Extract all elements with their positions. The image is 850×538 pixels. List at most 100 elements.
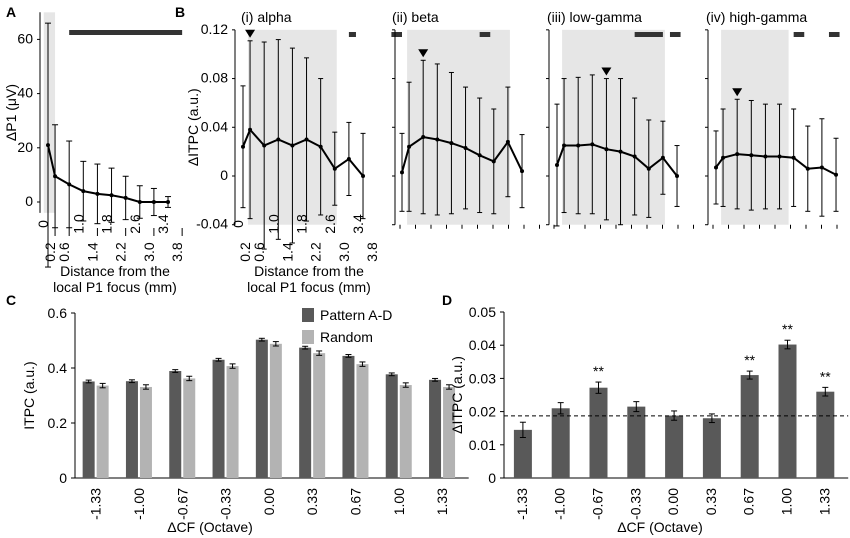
data-point xyxy=(477,153,482,158)
bar xyxy=(665,415,684,478)
bar xyxy=(702,418,721,478)
x-tick-label: -1.00 xyxy=(552,488,568,520)
bar xyxy=(96,385,109,478)
x-tick-label: 1.33 xyxy=(816,488,832,515)
y-tick-label: 0.04 xyxy=(469,337,496,353)
significance-marker: ** xyxy=(820,368,831,384)
x-tick-label: 1.0 xyxy=(70,214,86,234)
bar xyxy=(183,378,196,478)
y-tick-label: 0.2 xyxy=(48,415,68,431)
bar xyxy=(399,385,412,478)
x-tick-label: 3.8 xyxy=(169,242,185,262)
data-point xyxy=(81,189,86,194)
x-axis-label: ΔCF (Octave) xyxy=(617,519,703,535)
legend-swatch xyxy=(302,330,314,344)
shaded-region xyxy=(562,29,665,225)
bar xyxy=(513,429,532,478)
series-line xyxy=(556,143,678,177)
y-tick-label: -0.04 xyxy=(196,216,228,232)
panel-label-c: C xyxy=(6,292,16,308)
x-tick-label: -0.33 xyxy=(218,488,234,520)
x-tick-label: -1.00 xyxy=(131,488,147,520)
x-tick-label: 2.6 xyxy=(127,214,143,234)
y-tick-label: 0.12 xyxy=(201,21,228,37)
x-tick-label: 1.4 xyxy=(279,242,295,262)
x-tick-label: 2.2 xyxy=(113,242,129,262)
significance-bar xyxy=(793,32,805,37)
x-tick-label: 1.8 xyxy=(294,214,310,234)
series-line xyxy=(242,127,364,177)
data-point xyxy=(166,200,171,204)
data-point xyxy=(463,145,468,150)
x-tick-label: -1.33 xyxy=(88,488,104,520)
data-point xyxy=(749,153,754,158)
x-tick-label: 1.33 xyxy=(434,488,450,515)
x-axis-label: local P1 focus (mm) xyxy=(53,279,177,295)
data-point xyxy=(805,166,810,171)
data-point xyxy=(346,156,351,161)
x-tick-label: 1.4 xyxy=(84,242,100,262)
data-point xyxy=(46,143,50,148)
peak-marker xyxy=(245,29,256,38)
data-point xyxy=(791,155,796,160)
y-tick-label: 40 xyxy=(17,85,33,101)
y-tick-label: 20 xyxy=(17,139,33,155)
data-point xyxy=(763,154,768,159)
data-point xyxy=(491,159,496,164)
data-point xyxy=(137,200,142,204)
peak-marker xyxy=(732,88,743,97)
data-point xyxy=(618,149,623,154)
data-point xyxy=(361,174,366,178)
data-point xyxy=(735,152,740,157)
data-point xyxy=(576,143,581,148)
data-point xyxy=(721,155,726,160)
panel-label-d: D xyxy=(442,292,452,308)
bar xyxy=(226,366,239,478)
data-point xyxy=(632,154,637,159)
x-tick-label: 0.2 xyxy=(237,242,253,262)
shaded-region xyxy=(43,12,56,213)
x-axis-label: ΔCF (Octave) xyxy=(167,519,253,535)
data-point xyxy=(290,143,295,148)
peak-marker xyxy=(418,49,429,58)
data-point xyxy=(555,163,559,168)
data-point xyxy=(449,141,454,146)
peak-marker xyxy=(601,67,612,76)
y-tick-label: 0.04 xyxy=(201,118,228,134)
y-tick-label: 0 xyxy=(220,167,228,183)
x-tick-label: 0.00 xyxy=(665,488,681,515)
data-point xyxy=(520,169,525,174)
y-axis-label: ITPC (a.u.) xyxy=(21,361,37,429)
significance-marker: ** xyxy=(744,352,755,368)
x-tick-label: 3.8 xyxy=(364,242,380,262)
y-tick-label: 0 xyxy=(25,193,33,209)
bar xyxy=(551,408,570,478)
y-tick-label: 0 xyxy=(59,470,67,486)
x-tick-label: 2.2 xyxy=(308,242,324,262)
data-point xyxy=(276,137,281,142)
data-point xyxy=(151,200,156,204)
bar xyxy=(212,359,225,478)
data-point xyxy=(53,174,58,179)
significance-bar xyxy=(479,32,491,37)
data-point xyxy=(332,166,337,171)
bar xyxy=(342,355,355,478)
bar xyxy=(82,381,95,478)
bar xyxy=(139,386,152,478)
series-line xyxy=(401,135,523,173)
bar xyxy=(299,347,312,478)
x-axis-label: Distance from the xyxy=(254,263,364,279)
bar xyxy=(169,371,182,478)
significance-bar xyxy=(634,32,663,37)
significance-bar xyxy=(348,32,356,37)
y-tick-label: 0.05 xyxy=(469,304,496,320)
subplot-title: (ii) beta xyxy=(392,9,439,25)
x-tick-label: 2.6 xyxy=(322,214,338,234)
data-point xyxy=(318,144,323,149)
significance-bar xyxy=(391,32,402,37)
y-tick-label: 0.02 xyxy=(469,404,496,420)
x-tick-label: 0.6 xyxy=(56,242,72,262)
subplot-title: (iii) low-gamma xyxy=(547,9,642,25)
bar xyxy=(443,386,456,478)
